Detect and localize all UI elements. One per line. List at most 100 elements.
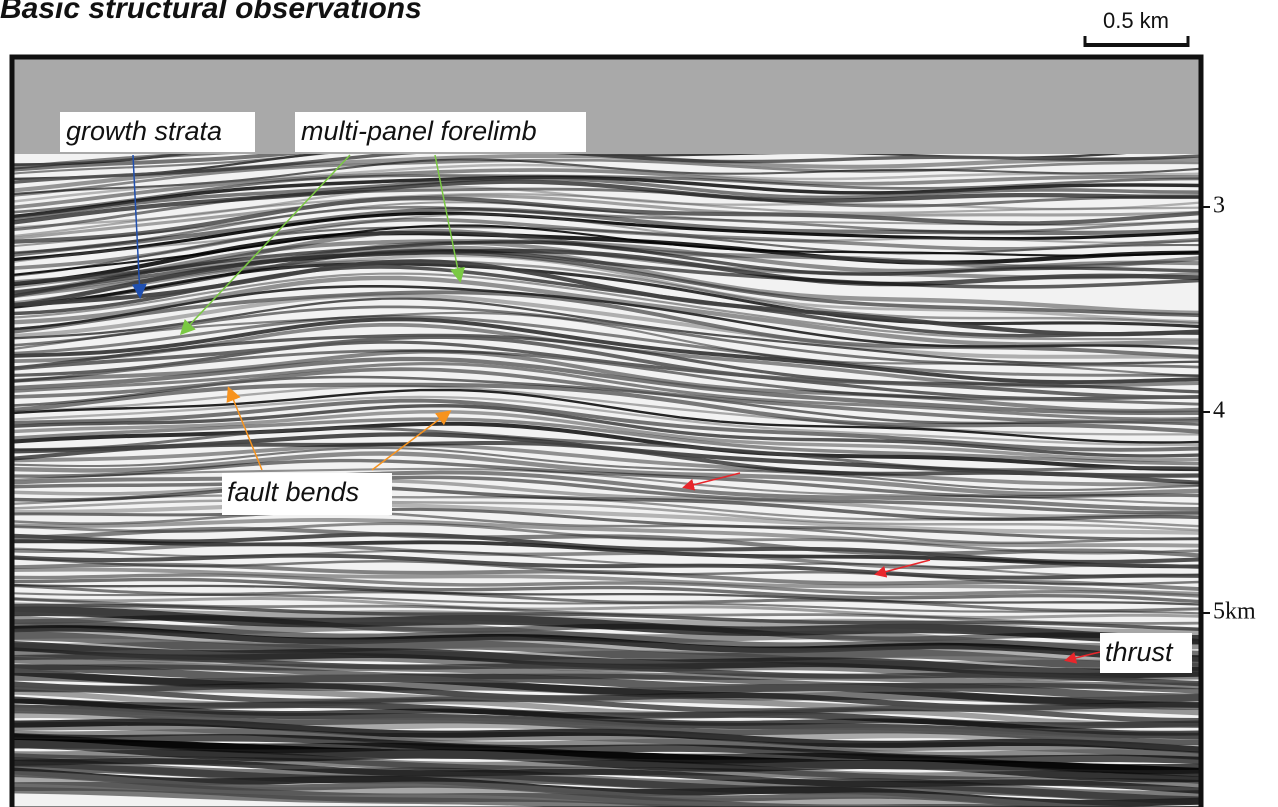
reflector (12, 615, 1201, 645)
reflector (12, 362, 1201, 421)
reflector (12, 148, 1201, 185)
reflector (12, 641, 1201, 672)
reflector (12, 757, 1201, 794)
reflector (12, 254, 1201, 324)
reflector (12, 335, 1201, 400)
reflector (12, 240, 1201, 298)
reflector (12, 213, 1201, 264)
reflector (12, 250, 1201, 318)
reflector (12, 153, 1201, 193)
reflector (12, 718, 1201, 754)
reflector (12, 417, 1201, 466)
reflector (12, 562, 1201, 592)
depth-label: 3 (1213, 193, 1225, 219)
reflector (12, 475, 1201, 515)
reflector (12, 654, 1201, 687)
reflector (12, 265, 1201, 338)
arrow (371, 410, 452, 471)
arrow (131, 154, 147, 299)
reflector (12, 672, 1201, 711)
reflector (12, 707, 1201, 745)
reflector (12, 384, 1201, 436)
reflector (12, 293, 1201, 360)
depth-label: 4 (1213, 398, 1225, 424)
reflector (12, 356, 1201, 416)
reflector (12, 158, 1201, 196)
reflector (12, 446, 1201, 492)
reflector (12, 664, 1201, 702)
arrow (179, 154, 351, 336)
reflector (12, 410, 1201, 462)
reflector (12, 621, 1201, 657)
reflector (12, 297, 1201, 365)
reflector (12, 728, 1201, 760)
reflector (12, 499, 1201, 532)
reflector (12, 163, 1201, 203)
reflector (12, 629, 1201, 667)
thrust-arrow (682, 472, 741, 491)
annotation: growth strata (66, 116, 222, 146)
panel-frame (9, 54, 1204, 807)
reflector (12, 458, 1201, 499)
reflector (12, 259, 1201, 325)
arrow (226, 386, 263, 471)
reflector (12, 272, 1201, 341)
reflector (12, 398, 1201, 452)
reflector (12, 467, 1201, 505)
seismic-section (12, 57, 1201, 807)
annotation: fault bends (227, 477, 359, 507)
reflector (12, 526, 1201, 558)
reflector (12, 479, 1201, 518)
reflector (12, 442, 1201, 487)
reflector (12, 573, 1201, 598)
thrust-arrow (874, 559, 931, 578)
reflector (12, 168, 1201, 210)
reflector (12, 176, 1201, 222)
reflector (12, 451, 1201, 497)
reflector (12, 315, 1201, 378)
reflector (12, 786, 747, 807)
reflector (12, 567, 1201, 596)
reflector (12, 739, 1201, 783)
scale-label: 0.5 km (1103, 8, 1169, 33)
reflector (12, 275, 1201, 347)
reflector (12, 781, 1070, 807)
reflector (12, 179, 1201, 225)
reflector (12, 553, 1201, 580)
annotation: thrust (1105, 637, 1174, 667)
reflector (12, 494, 1201, 528)
reflector (12, 185, 1201, 229)
reflector (12, 262, 1201, 329)
reflector (12, 317, 1201, 385)
reflector (12, 175, 1201, 219)
reflector (12, 421, 1201, 472)
reflector (12, 349, 1201, 414)
reflector (12, 470, 1201, 512)
reflector (12, 230, 1201, 287)
reflector (12, 187, 1201, 232)
arrow (434, 154, 466, 283)
reflector (12, 507, 1201, 541)
label-box (1100, 633, 1192, 673)
label-box (60, 112, 255, 152)
reflector (12, 207, 1201, 257)
reflector (12, 211, 1201, 262)
reflector (12, 192, 1201, 238)
reflector (12, 583, 1201, 606)
label-box (222, 473, 392, 515)
reflector (12, 603, 1201, 631)
reflector (12, 739, 1201, 778)
reflector (12, 542, 1201, 570)
depth-label: 5km (1213, 599, 1256, 625)
reflector (12, 764, 1201, 805)
label-box (295, 112, 586, 152)
reflector (12, 388, 1201, 444)
reflector (12, 382, 1201, 434)
reflector (12, 395, 1201, 447)
thrust-arrow (1064, 651, 1101, 664)
reflector (12, 245, 1201, 316)
reflector (12, 441, 1201, 485)
reflector (12, 631, 1201, 672)
reflector (12, 290, 1201, 359)
